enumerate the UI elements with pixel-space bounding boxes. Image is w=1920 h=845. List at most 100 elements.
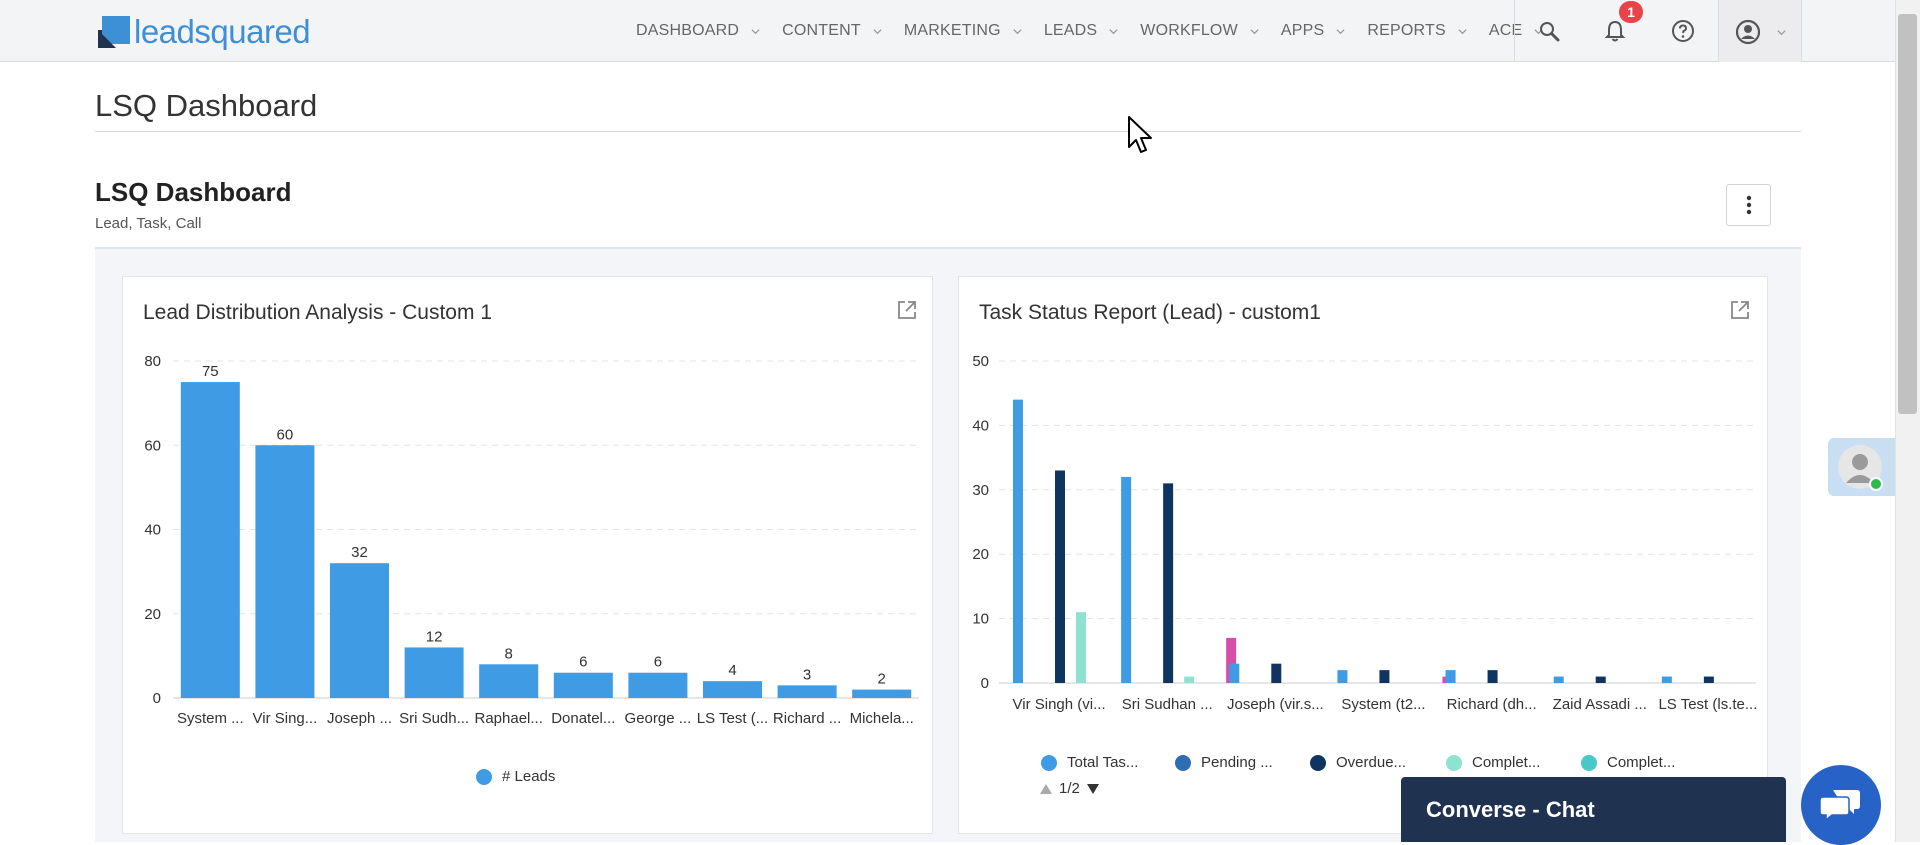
task-status-chart: 0 10 20 30 40 50 Vir Singh (vi... Sri Sudhan ..… [972,353,1757,713]
brand-logo[interactable]: leadsquared [98,13,311,50]
legend-dot [1041,754,1057,771]
mouse-cursor-icon [1128,116,1152,153]
search-icon[interactable] [1535,17,1563,45]
nav-label: DASHBOARD [636,22,740,39]
top-navbar: leadsquared DASHBOARD CONTENT MARKETING … [0,0,1920,62]
bar [1379,670,1390,683]
y-tick-label: 50 [972,353,989,370]
x-tick-label: Zaid Assadi ... [1553,696,1647,713]
x-tick-label: LS Test (ls.te... [1658,696,1757,713]
nav-label: REPORTS [1367,22,1446,39]
bar [1553,676,1564,683]
bar [1226,637,1237,683]
data-label: 12 [426,628,443,645]
chevron-down-icon [873,28,882,34]
chevron-down-icon [1777,30,1786,36]
y-tick-label: 40 [144,522,161,539]
chat-launcher-button[interactable] [1801,765,1881,845]
bar [479,664,539,698]
nav-marketing[interactable]: MARKETING [904,22,1022,40]
legend-label: Pending ... [1201,754,1273,771]
x-tick-label: George ... [625,710,692,727]
pager-label: 1/2 [1059,780,1080,797]
nav-dashboard[interactable]: DASHBOARD [636,22,760,40]
bar [553,672,613,698]
data-label: 2 [878,671,886,688]
legend-item[interactable]: Complet... [1446,754,1540,771]
legend-item[interactable]: # Leads [476,768,555,785]
main-nav: DASHBOARD CONTENT MARKETING LEADS WORKFL… [636,0,1565,62]
nav-reports[interactable]: REPORTS [1367,22,1467,40]
dashboard-title: LSQ Dashboard [95,177,292,207]
bar [703,681,762,698]
bar [1445,670,1456,683]
bar [1013,399,1023,683]
y-tick-label: 0 [153,690,161,707]
data-label: 75 [202,363,219,380]
title-divider [95,131,1801,132]
expand-icon[interactable] [1729,299,1751,321]
avatar-icon [1838,445,1883,491]
arrow-up-icon[interactable] [1039,783,1053,795]
legend-label: Overdue... [1336,754,1407,771]
task-status-card: Task Status Report (Lead) - custom1 0 10 2… [958,276,1768,834]
legend-dot [476,768,492,785]
bell-icon[interactable] [1601,17,1629,45]
legend-item[interactable]: Pending ... [1175,754,1273,771]
chevron-down-icon [1458,28,1467,34]
bar [1337,670,1348,683]
data-label: 3 [803,666,811,683]
legend-item[interactable]: Complet... [1581,754,1675,771]
x-tick-label: Richard (dh... [1447,696,1537,713]
card-title: Task Status Report (Lead) - custom1 [979,301,1321,324]
nav-apps[interactable]: APPS [1281,22,1346,40]
bar [1703,676,1714,683]
bar [330,563,389,698]
card-title: Lead Distribution Analysis - Custom 1 [143,301,492,324]
chat-bar[interactable]: Converse - Chat [1401,777,1786,842]
nav-workflow[interactable]: WORKFLOW [1140,22,1259,40]
data-label: 6 [654,654,662,671]
bar [1229,663,1240,683]
y-tick-label: 10 [972,611,989,628]
more-vertical-icon [1746,195,1751,215]
notification-badge: 1 [1619,1,1643,23]
bar [255,445,315,698]
nav-leads[interactable]: LEADS [1044,22,1118,40]
data-label: 4 [728,662,736,679]
expand-icon[interactable] [896,299,918,321]
dashboard-more-button[interactable] [1726,184,1771,226]
x-tick-label: Sri Sudhan ... [1122,696,1213,713]
page-title: LSQ Dashboard [95,88,318,123]
bar [1271,663,1282,683]
data-label: 32 [351,544,368,561]
arrow-down-icon[interactable] [1086,783,1100,795]
legend-dot [1581,754,1597,771]
legend-item[interactable]: Overdue... [1310,754,1406,771]
logo-mark-icon [98,16,130,48]
y-tick-label: 0 [981,675,989,692]
profile-menu[interactable] [1718,0,1802,62]
nav-content[interactable]: CONTENT [782,22,882,40]
data-label: 6 [579,654,587,671]
scrollbar-thumb[interactable] [1898,14,1917,414]
chat-icon [1820,790,1860,822]
chevron-down-icon [1250,28,1259,34]
legend-dot [1175,754,1191,771]
bar [404,647,464,698]
legend-dot [1310,754,1326,771]
agent-avatar[interactable] [1828,438,1896,496]
toolbar-divider [1514,0,1515,62]
x-tick-label: Raphael... [475,710,543,727]
legend-item[interactable]: Total Tas... [1041,754,1138,771]
help-icon[interactable] [1669,17,1697,45]
chevron-down-icon [751,28,760,34]
nav-label: WORKFLOW [1140,22,1238,39]
x-tick-label: Richard ... [773,710,841,727]
x-tick-label: Joseph ... [327,710,392,727]
nav-label: MARKETING [903,22,1001,39]
y-tick-label: 20 [972,546,989,563]
y-tick-label: 30 [972,482,989,499]
nav-label: LEADS [1043,22,1098,39]
